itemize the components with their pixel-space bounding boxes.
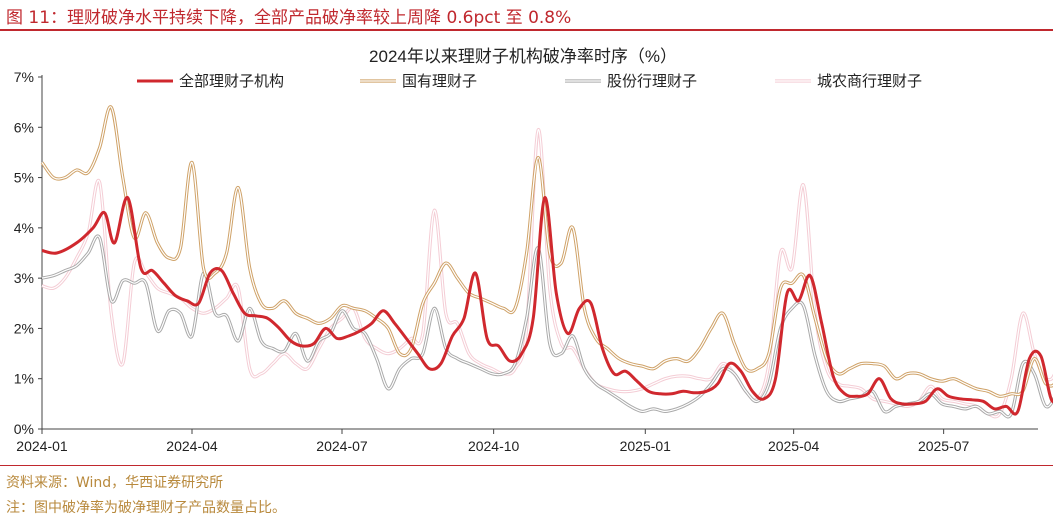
legend-label: 全部理财子机构	[179, 72, 284, 90]
figure-title: 图 11：理财破净水平持续下降，全部产品破净率较上周降 0.6pct 至 0.8…	[6, 8, 572, 28]
x-tick-label: 2025-01	[620, 438, 672, 454]
y-tick-label: 6%	[14, 119, 34, 135]
series-line-inner	[41, 106, 1053, 397]
line-chart: 2024年以来理财子机构破净率时序（%） 全部理财子机构 国有理财子 股份行理财子 城…	[14, 47, 1053, 454]
x-tick-label: 2024-10	[468, 438, 520, 454]
x-tick-label: 2025-04	[768, 438, 820, 454]
footnote: 注：图中破净率为破净理财子产品数量占比。	[6, 500, 286, 516]
y-tick-label: 2%	[14, 320, 34, 336]
legend: 全部理财子机构 国有理财子 股份行理财子 城农商行理财子	[137, 72, 922, 90]
legend-label: 国有理财子	[402, 73, 477, 90]
x-tick-label: 2024-07	[316, 438, 368, 454]
legend-item-2: 股份行理财子	[565, 73, 697, 90]
legend-label: 城农商行理财子	[817, 73, 922, 90]
y-tick-label: 1%	[14, 371, 34, 387]
series-1-line	[40, 105, 1053, 398]
axes: 0% 1% 2% 3% 4% 5% 6% 7% 2024-01 2024-04 2024-07 202…	[14, 69, 1038, 454]
legend-label: 股份行理财子	[607, 73, 697, 90]
series-2-line	[41, 234, 1053, 419]
series-line-inner	[41, 235, 1053, 418]
series-line	[41, 196, 1053, 416]
x-tick-label: 2025-07	[918, 438, 970, 454]
y-tick-label: 5%	[14, 170, 34, 186]
source-note: 资料来源：Wind，华西证券研究所	[6, 475, 224, 491]
x-tick-label: 2024-04	[166, 438, 218, 454]
series-0-line	[41, 196, 1053, 416]
y-tick-label: 4%	[14, 220, 34, 236]
y-tick-label: 0%	[14, 421, 34, 437]
title-rule	[0, 29, 1053, 31]
footer-rule	[0, 465, 1053, 466]
y-tick-label: 7%	[14, 69, 34, 85]
legend-item-1: 国有理财子	[360, 73, 477, 90]
legend-item-0: 全部理财子机构	[137, 72, 284, 90]
chart-title: 2024年以来理财子机构破净率时序（%）	[369, 47, 677, 66]
series-group	[40, 105, 1053, 419]
legend-item-3: 城农商行理财子	[775, 73, 922, 90]
y-tick-label: 3%	[14, 270, 34, 286]
x-tick-label: 2024-01	[16, 438, 68, 454]
